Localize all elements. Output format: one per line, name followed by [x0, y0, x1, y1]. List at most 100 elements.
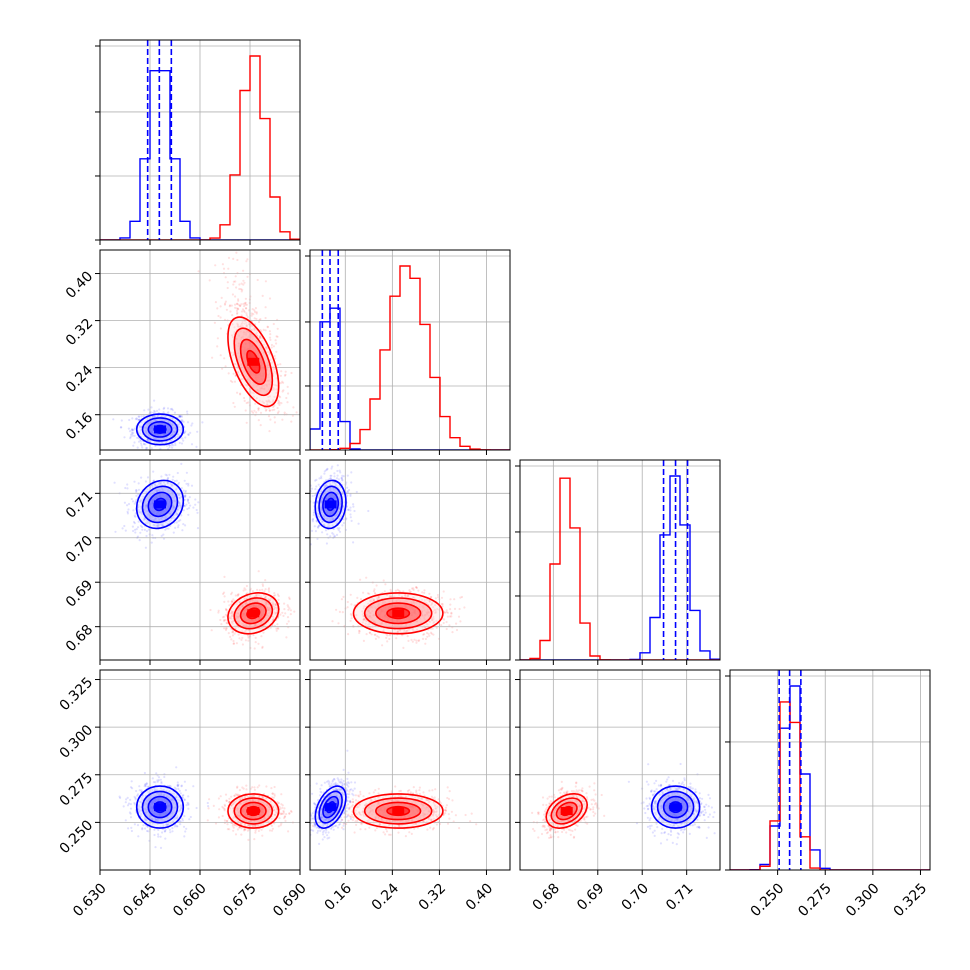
scatter-point: [382, 629, 385, 633]
scatter-point: [377, 596, 380, 599]
scatter-point: [175, 766, 178, 769]
scatter-point: [186, 500, 190, 503]
scatter-point: [166, 823, 169, 826]
scatter-point: [129, 798, 132, 802]
scatter-point: [137, 418, 140, 422]
scatter-point: [399, 629, 402, 632]
scatter-point: [169, 439, 172, 443]
scatter-point: [183, 496, 186, 499]
scatter-point: [362, 639, 365, 643]
scatter-point: [184, 436, 187, 439]
scatter-point: [317, 526, 320, 529]
scatter-point: [398, 593, 401, 596]
scatter-point: [272, 405, 275, 409]
scatter-point: [136, 535, 140, 538]
scatter-point: [166, 522, 169, 526]
scatter-point: [165, 474, 168, 477]
scatter-point: [459, 620, 462, 623]
scatter-point: [445, 609, 448, 612]
scatter-point: [142, 442, 145, 445]
scatter-point: [293, 610, 296, 613]
scatter-point: [305, 520, 307, 522]
scatter-point: [274, 603, 277, 607]
scatter-point: [138, 425, 141, 428]
scatter-point: [395, 637, 398, 640]
scatter-point: [432, 633, 435, 636]
scatter-point: [320, 475, 323, 478]
scatter-point: [434, 611, 437, 615]
scatter-point: [271, 604, 275, 607]
scatter-point: [272, 615, 275, 618]
scatter-point: [232, 336, 235, 339]
scatter-point: [253, 786, 256, 789]
scatter-point: [133, 528, 137, 531]
scatter-point: [145, 490, 148, 493]
scatter-point: [186, 421, 190, 424]
scatter-point: [280, 370, 283, 373]
scatter-point: [323, 472, 326, 475]
scatter-point: [259, 335, 262, 338]
scatter-point: [162, 411, 165, 414]
scatter-point: [174, 420, 177, 423]
scatter-point: [244, 639, 247, 642]
scatter-point: [146, 417, 149, 420]
scatter-point: [179, 823, 182, 826]
scatter-point: [183, 798, 186, 802]
scatter-point: [423, 591, 426, 595]
scatter-point: [174, 436, 177, 439]
scatter-point: [237, 303, 240, 306]
scatter-point: [260, 339, 263, 342]
scatter-point: [272, 607, 275, 611]
scatter-point: [355, 614, 358, 617]
scatter-point: [171, 409, 174, 412]
scatter-point: [448, 615, 452, 618]
scatter-point: [268, 330, 271, 333]
scatter-point: [175, 787, 178, 790]
scatter-point: [232, 642, 236, 645]
scatter-point: [287, 605, 290, 608]
scatter-point: [421, 598, 424, 601]
scatter-point: [131, 500, 135, 503]
scatter-point: [147, 520, 150, 523]
scatter-point: [449, 598, 452, 601]
scatter-point: [176, 513, 179, 516]
scatter-point: [455, 628, 459, 632]
scatter-point: [453, 607, 457, 611]
scatter-point: [177, 501, 181, 504]
scatter-point: [201, 421, 204, 424]
scatter-point: [277, 627, 280, 630]
scatter-point: [401, 634, 404, 637]
scatter-point: [143, 818, 146, 821]
scatter-point: [381, 644, 384, 647]
scatter-point: [237, 325, 240, 328]
scatter-point: [113, 481, 116, 484]
scatter-point: [273, 408, 276, 411]
scatter-point: [278, 401, 281, 404]
scatter-point: [352, 505, 355, 508]
scatter-point: [232, 280, 235, 283]
scatter-point: [178, 502, 181, 505]
scatter-point: [369, 599, 372, 602]
scatter-point: [162, 824, 165, 827]
scatter-point: [432, 606, 435, 609]
scatter-point: [265, 399, 268, 403]
scatter-point: [221, 263, 224, 266]
scatter-point: [217, 611, 220, 614]
scatter-point: [160, 482, 163, 485]
scatter-point: [336, 474, 339, 477]
scatter-point: [147, 791, 150, 794]
scatter-point: [133, 502, 136, 505]
scatter-point: [230, 638, 233, 641]
scatter-point: [131, 434, 134, 437]
scatter-point: [245, 401, 248, 405]
scatter-point: [126, 796, 129, 800]
scatter-point: [232, 283, 235, 286]
scatter-point: [230, 591, 234, 594]
scatter-point: [432, 610, 435, 613]
scatter-point: [335, 608, 338, 611]
scatter-point: [388, 637, 391, 641]
scatter-point: [236, 311, 239, 314]
scatter-point: [292, 406, 295, 409]
scatter-point: [134, 798, 137, 801]
scatter-point: [138, 805, 141, 809]
